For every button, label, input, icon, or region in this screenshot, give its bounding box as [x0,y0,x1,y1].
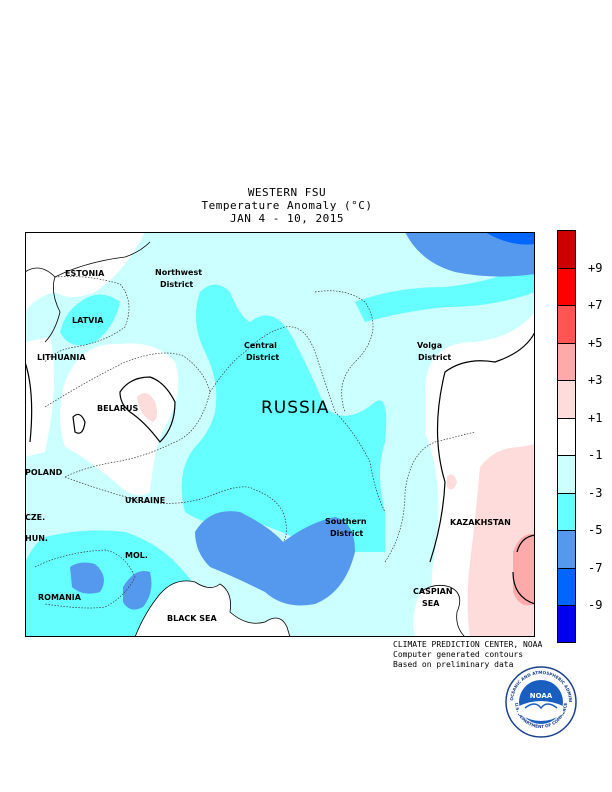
noaa-logo: NATIONAL OCEANIC AND ATMOSPHERIC ADMINIS… [503,662,577,738]
label-cze: CZE. [25,513,45,522]
label-mol: MOL. [125,551,148,560]
region-blue-northeast [405,232,535,277]
contour-lines [25,331,535,605]
coast-baltic [25,267,61,343]
contour-west [25,361,33,443]
legend-label: +5 [588,335,603,350]
legend-label: +1 [588,410,603,425]
logo-gull [524,703,558,710]
label-caspian-2: SEA [422,599,440,608]
logo-text: NOAA [530,692,553,700]
label-central-1: Central [244,341,277,350]
coastlines [25,241,466,637]
region-cyan-baltic [60,294,120,346]
region-darkblue-northeast [485,232,535,245]
label-kazakhstan: KAZAKHSTAN [450,518,511,527]
label-volga-1: Volga [417,341,442,350]
label-northwest-1: Northwest [155,268,202,277]
contour-volga [436,331,535,483]
credit-line-2: Computer generated contours [393,650,524,659]
contour-kazakhstan-2 [512,571,535,605]
label-southern-2: District [330,529,363,538]
label-romania: ROMANIA [38,593,82,602]
label-lithuania: LITHUANIA [37,353,86,362]
contour-volga-south [429,481,446,563]
label-russia: RUSSIA [261,398,329,418]
coast-gulf [54,241,151,278]
credits: CLIMATE PREDICTION CENTER, NOAA Computer… [393,640,542,670]
border-central [209,326,386,513]
credit-line-1: CLIMATE PREDICTION CENTER, NOAA [393,640,543,649]
label-caspian-1: CASPIAN [413,587,453,596]
label-volga-2: District [418,353,451,362]
color-legend [557,230,576,643]
legend-swatch [557,230,576,268]
region-blue-southern [195,511,355,606]
border-romania [34,549,136,609]
region-cyan-central [181,284,387,552]
map-svg: ESTONIA LATVIA LITHUANIA BELARUS POLAND … [25,232,535,637]
legend-swatch [557,417,576,455]
anomaly-map: ESTONIA LATVIA LITHUANIA BELARUS POLAND … [25,232,535,637]
contour-belarus-small [72,413,86,434]
title-line-1: WESTERN FSU [247,186,327,199]
label-black-sea: BLACK SEA [167,614,217,623]
contour-belarus [119,376,176,443]
region-pink-small [447,474,457,490]
legend-label: -3 [588,485,603,500]
legend-swatch [557,380,576,418]
legend-label: +7 [588,298,603,312]
border-belarus [44,352,211,478]
region-pink-belarus [137,393,158,422]
region-cyan-north-volga [355,262,535,322]
label-ukraine: UKRAINE [125,496,165,505]
region-white-belarus [60,343,179,496]
legend-label: +9 [588,260,603,275]
coast-caspian [419,584,466,637]
legend-swatch [557,605,576,643]
legend-swatch [557,455,576,493]
label-belarus: BELARUS [97,404,139,413]
legend-label: -1 [588,448,603,462]
map-frame [25,232,535,637]
region-white-northwest [25,232,145,312]
legend-label: -9 [588,598,603,612]
legend-swatch [557,267,576,305]
label-central-2: District [246,353,279,362]
contour-kazakhstan [516,534,535,553]
logo-gull-wave [519,701,563,721]
legend-swatch [557,305,576,343]
title-line-3: JAN 4 - 10, 2015 [230,212,344,225]
legend-swatch [557,342,576,380]
legend-swatch [557,530,576,568]
label-southern-1: Southern [325,517,367,526]
label-estonia: ESTONIA [65,269,105,278]
legend-label: -7 [588,560,603,575]
border-baltics [44,275,130,363]
chart-title: WESTERN FSU Temperature Anomaly (°C) JAN… [0,186,574,225]
region-lightred-kazakhstan [513,533,535,606]
legend-label: -5 [588,523,603,537]
label-latvia: LATVIA [72,316,104,325]
borders [34,275,476,609]
noaa-logo-svg: NATIONAL OCEANIC AND ATMOSPHERIC ADMINIS… [503,662,577,738]
region-blue-moldova [123,571,152,610]
label-poland: POLAND [25,468,63,477]
legend-label: +3 [588,373,603,387]
border-volga [314,290,374,413]
legend-swatch [557,567,576,605]
region-white-west [25,337,54,457]
legend-swatch [557,492,576,530]
title-line-2: Temperature Anomaly (°C) [201,199,373,212]
border-ukraine [64,476,287,543]
label-hun: HUN. [25,534,48,543]
region-blue-romania [70,562,104,594]
border-russia-kaz [384,431,476,563]
caspian-sea [413,585,465,637]
coast-black-sea [134,580,291,637]
label-northwest-2: District [160,280,193,289]
credit-line-3: Based on preliminary data [393,660,514,669]
